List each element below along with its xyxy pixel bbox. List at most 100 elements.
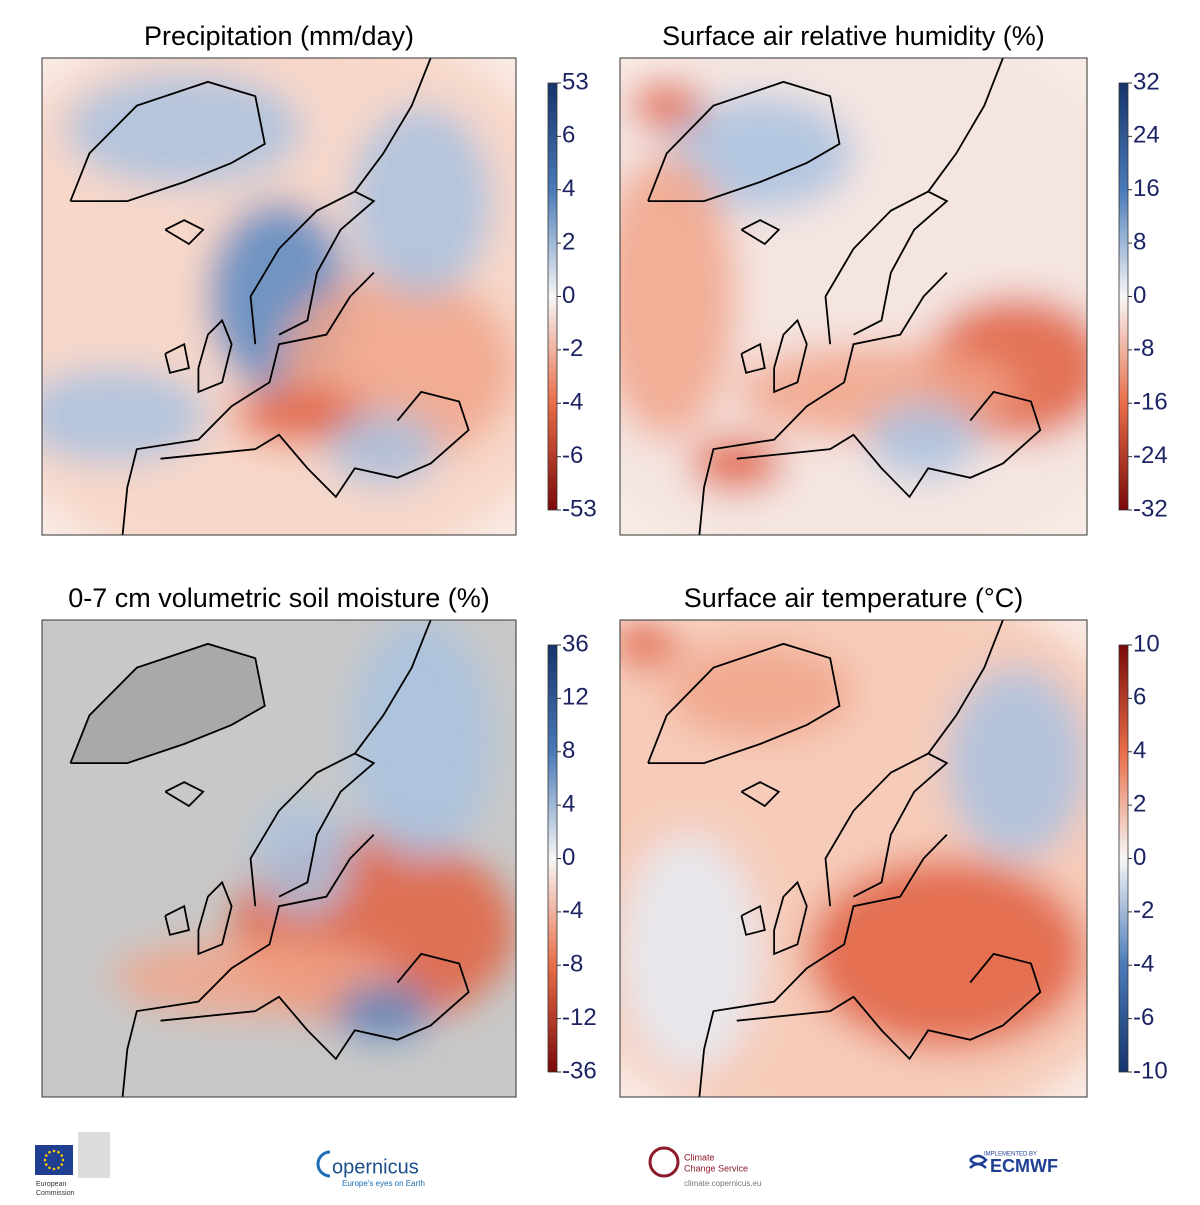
eu-star [57, 1166, 60, 1170]
ecmwf-implemented: IMPLEMENTED BY [984, 1152, 1037, 1158]
anomaly-region [629, 81, 705, 130]
c3s-text: Climate [684, 1152, 715, 1162]
colorbar-tick-label: 24 [1133, 122, 1160, 149]
c3s-url: climate.copernicus.eu [684, 1179, 761, 1188]
colorbar-tick-label: -4 [562, 389, 583, 416]
eu-star [61, 1158, 65, 1162]
map-field [42, 620, 516, 1097]
colorbar-tick-label: -8 [562, 951, 583, 978]
anomaly-region [867, 401, 980, 478]
colorbar-tick-label: 16 [1133, 175, 1160, 202]
coastline [164, 781, 205, 808]
map-panel: Surface air relative humidity (%) 32 24 16 8… [619, 21, 1168, 536]
coastline [698, 272, 948, 535]
anomaly-region [350, 105, 493, 297]
colorbar-tick-label: -32 [1133, 495, 1168, 522]
map-frame [41, 57, 517, 536]
anomaly-region [255, 801, 351, 916]
colorbar-tick-label: 0 [562, 844, 575, 871]
eu-flag [35, 1145, 73, 1175]
coastline [354, 620, 432, 755]
colorbar-tick-label: 32 [1133, 68, 1160, 95]
coastline [647, 80, 841, 203]
footer: European Commission opernicus Europe's e… [35, 1132, 1058, 1197]
coastline [121, 834, 375, 1097]
colorbar-tick-label: 4 [1133, 737, 1146, 764]
map-panel: Surface air temperature (°C) 10 6 4 2 0 -2 -4 -6… [619, 583, 1168, 1098]
coastline [698, 834, 948, 1097]
c3s-icon [648, 1146, 680, 1178]
colorbar-tick-label: -8 [1133, 335, 1154, 362]
eu-text: European [36, 1181, 66, 1188]
colorbar-tick-label: -53 [562, 495, 597, 522]
eu-star [43, 1158, 47, 1162]
coastline [249, 190, 376, 345]
colorbar-tick-label: -16 [1133, 389, 1168, 416]
anomaly-region [666, 643, 854, 740]
anomaly-region [335, 982, 431, 1040]
colorbar-tick-label: 10 [1133, 630, 1160, 657]
eu-star [60, 1163, 64, 1166]
eu-star [44, 1163, 48, 1166]
colorbar-tick-label: -4 [562, 897, 583, 924]
coastline [197, 318, 233, 394]
colorbar-tick-label: 12 [562, 684, 589, 711]
anomaly-field [620, 620, 1087, 1097]
eu-star [52, 1149, 56, 1153]
colorbar-tick-label: 0 [1133, 282, 1146, 309]
colorbar-tick-label: 4 [562, 790, 575, 817]
eu-text: Commission [36, 1190, 75, 1197]
colorbar [1118, 82, 1129, 511]
anomaly-region [113, 939, 398, 1016]
anomaly-region [65, 72, 303, 187]
colorbar-tick-label: 8 [1133, 228, 1146, 255]
coastline [824, 190, 949, 345]
colorbar [1118, 644, 1129, 1073]
colorbar-tick-label: 0 [1133, 844, 1146, 871]
map-frame [619, 57, 1088, 536]
colorbar [547, 82, 558, 511]
coastline [197, 880, 233, 956]
map-field [620, 620, 1087, 1097]
panel-title: Precipitation (mm/day) [144, 21, 414, 51]
eu-star [57, 1150, 60, 1154]
coastline [824, 752, 949, 907]
coastline [927, 620, 1004, 755]
colorbar-tick-label: -12 [562, 1004, 597, 1031]
anomaly-field [113, 620, 516, 1040]
colorbar-tick-label: 4 [562, 175, 575, 202]
coastline [736, 952, 1042, 1061]
coastline [773, 318, 808, 394]
coastline [740, 342, 766, 374]
coastline [773, 880, 808, 956]
anomaly-region [350, 620, 493, 859]
anomaly-region [946, 667, 1087, 859]
colorbar-tick-label: -4 [1133, 951, 1154, 978]
anomaly-region [690, 434, 784, 493]
colorbar-tick-label: 0 [562, 282, 575, 309]
anomaly-region [326, 410, 441, 488]
panel-title: Surface air temperature (°C) [684, 583, 1023, 613]
colorbar-tick-label: -24 [1133, 442, 1168, 469]
coastline [736, 390, 1042, 499]
anomaly-region [806, 858, 1087, 1050]
anomaly-region [620, 620, 681, 668]
colorbar-tick-label: 53 [562, 68, 589, 95]
copernicus-c [316, 1150, 331, 1178]
map-field [620, 58, 1087, 535]
coastline [740, 219, 781, 246]
colorbar-tick-label: -6 [1133, 1004, 1154, 1031]
anomaly-region [42, 368, 208, 464]
anomaly-region [620, 834, 761, 1074]
anomaly-region [666, 96, 854, 211]
coastline [740, 781, 781, 808]
colorbar [547, 644, 558, 1073]
coastline [164, 904, 190, 936]
copernicus-text: opernicus [332, 1156, 419, 1178]
coastline [164, 342, 190, 374]
greenland-mask [70, 643, 265, 764]
coastline [354, 58, 432, 193]
colorbar-tick-label: 2 [562, 228, 575, 255]
eu-star [48, 1166, 51, 1170]
coastline [164, 219, 205, 246]
